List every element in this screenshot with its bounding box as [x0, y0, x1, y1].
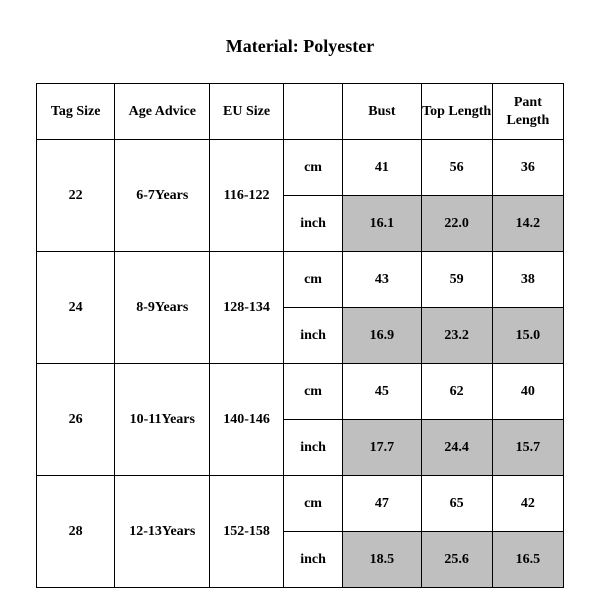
cell-bust-cm: 47 — [343, 476, 421, 532]
cell-pant-inch: 15.7 — [492, 420, 563, 476]
table-row: 24 8-9Years 128-134 cm 43 59 38 — [37, 252, 564, 308]
cell-unit-inch: inch — [283, 532, 342, 588]
cell-age: 8-9Years — [115, 252, 210, 364]
cell-pant-inch: 14.2 — [492, 196, 563, 252]
table-row: 22 6-7Years 116-122 cm 41 56 36 — [37, 140, 564, 196]
cell-bust-cm: 43 — [343, 252, 421, 308]
cell-eu: 128-134 — [210, 252, 284, 364]
cell-top-cm: 59 — [421, 252, 492, 308]
cell-bust-cm: 41 — [343, 140, 421, 196]
cell-unit-inch: inch — [283, 308, 342, 364]
cell-unit-cm: cm — [283, 476, 342, 532]
size-table: Tag Size Age Advice EU Size Bust Top Len… — [36, 83, 564, 588]
col-pant-length: Pant Length — [492, 84, 563, 140]
cell-tag: 24 — [37, 252, 115, 364]
cell-top-inch: 23.2 — [421, 308, 492, 364]
cell-unit-cm: cm — [283, 364, 342, 420]
cell-eu: 140-146 — [210, 364, 284, 476]
cell-pant-cm: 40 — [492, 364, 563, 420]
cell-pant-cm: 36 — [492, 140, 563, 196]
cell-bust-inch: 16.1 — [343, 196, 421, 252]
col-tag-size: Tag Size — [37, 84, 115, 140]
col-unit — [283, 84, 342, 140]
cell-unit-inch: inch — [283, 196, 342, 252]
cell-unit-inch: inch — [283, 420, 342, 476]
cell-tag: 22 — [37, 140, 115, 252]
cell-age: 12-13Years — [115, 476, 210, 588]
cell-top-inch: 22.0 — [421, 196, 492, 252]
size-table-wrap: Tag Size Age Advice EU Size Bust Top Len… — [0, 83, 600, 588]
col-age-advice: Age Advice — [115, 84, 210, 140]
cell-tag: 28 — [37, 476, 115, 588]
cell-age: 6-7Years — [115, 140, 210, 252]
cell-top-inch: 24.4 — [421, 420, 492, 476]
cell-bust-inch: 16.9 — [343, 308, 421, 364]
cell-unit-cm: cm — [283, 252, 342, 308]
cell-bust-inch: 18.5 — [343, 532, 421, 588]
material-title: Material: Polyester — [0, 0, 600, 83]
cell-eu: 152-158 — [210, 476, 284, 588]
cell-pant-cm: 38 — [492, 252, 563, 308]
cell-pant-inch: 15.0 — [492, 308, 563, 364]
cell-top-cm: 56 — [421, 140, 492, 196]
cell-tag: 26 — [37, 364, 115, 476]
cell-pant-inch: 16.5 — [492, 532, 563, 588]
table-row: 28 12-13Years 152-158 cm 47 65 42 — [37, 476, 564, 532]
cell-age: 10-11Years — [115, 364, 210, 476]
col-top-length: Top Length — [421, 84, 492, 140]
cell-top-cm: 62 — [421, 364, 492, 420]
cell-bust-cm: 45 — [343, 364, 421, 420]
col-bust: Bust — [343, 84, 421, 140]
cell-bust-inch: 17.7 — [343, 420, 421, 476]
cell-top-cm: 65 — [421, 476, 492, 532]
cell-unit-cm: cm — [283, 140, 342, 196]
table-header-row: Tag Size Age Advice EU Size Bust Top Len… — [37, 84, 564, 140]
table-row: 26 10-11Years 140-146 cm 45 62 40 — [37, 364, 564, 420]
cell-top-inch: 25.6 — [421, 532, 492, 588]
cell-pant-cm: 42 — [492, 476, 563, 532]
cell-eu: 116-122 — [210, 140, 284, 252]
col-eu-size: EU Size — [210, 84, 284, 140]
